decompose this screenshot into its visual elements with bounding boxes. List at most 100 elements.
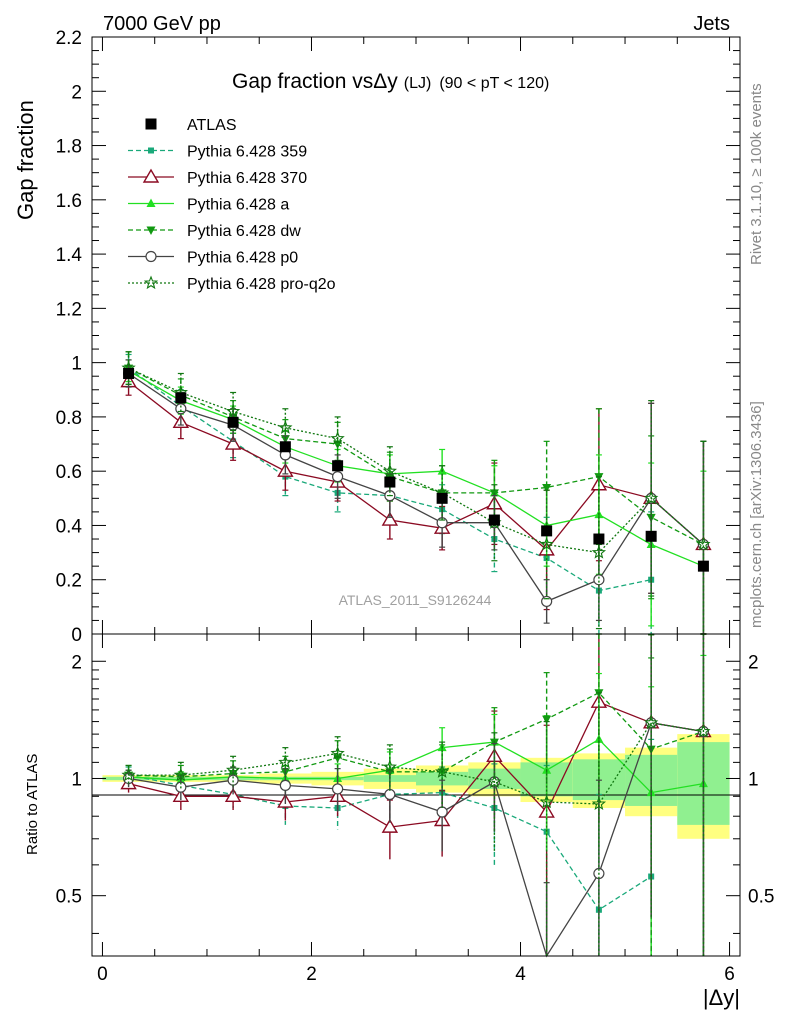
energy-label: 7000 GeV pp [103,13,221,35]
ratio-point [225,762,241,777]
atlas-point [279,441,291,453]
atlas-point [332,460,344,472]
legend-label: Pythia 6.428 370 [187,170,307,187]
ratio-point [330,745,345,760]
atlas-point [436,492,448,504]
main-ylabel: Gap fraction [13,100,38,220]
main-ytick-label: 0.8 [56,408,82,429]
ratio-point [434,764,450,778]
ratio-point [591,796,607,811]
main-ytick-label: 1.4 [56,245,83,266]
data-point [175,403,187,415]
ratio-line [128,691,704,778]
atlas-series [123,367,709,572]
ratio-point [384,788,396,801]
ratio-point [332,783,344,795]
ratio-point [381,818,399,833]
main-series [120,351,712,635]
ratio-point [279,779,291,791]
ratio-ytick-label: 0.5 [56,887,82,908]
ratio-point [644,715,659,729]
ratio-point [542,715,552,725]
legend: ATLAS Pythia 6.428 359 Pythia 6.428 370 Pyt… [128,117,336,293]
ratio-ytick-label-right: 0.5 [748,887,774,908]
atlas-point [227,416,239,428]
watermark: ATLAS_2011_S9126244 [339,592,492,608]
main-title-text: Gap fraction vs [232,70,373,93]
ratio-line [128,701,704,828]
data-point [381,511,399,526]
legend-marker [146,226,156,235]
data-point [542,483,552,493]
atlas-point [541,525,553,537]
data-point [225,403,241,418]
atlas-point [123,367,135,379]
ratio-panel: 0.5 0.5 1 1 2 2 0 2 4 6 Ratio to ATLAS |Δy| [24,633,774,1010]
ratio-point [489,738,499,748]
data-point [593,574,605,586]
main-ytick-label: 1 [71,354,82,375]
atlas-point [697,560,709,572]
atlas-point [593,533,605,545]
atlas-point [384,476,396,488]
legend-marker [146,198,156,207]
jets-label: Jets [693,13,730,35]
data-point [278,420,293,434]
main-ytick-label: 2.2 [56,28,82,49]
ratio-frame [91,633,741,957]
legend-marker [142,168,160,183]
ratio-point [224,787,242,802]
ratio-point [121,767,136,782]
legend-label: Pythia 6.428 p0 [187,250,298,267]
data-point [330,431,345,445]
main-ytick-label: 0.4 [56,516,83,537]
ratio-point [539,794,554,809]
ratio-bands [102,734,730,839]
main-ytick-label: 0.6 [56,462,82,483]
ratio-point [173,767,188,782]
xtick-label: 2 [306,964,317,985]
main-title: Gap fraction vsΔy (LJ) (90 < pT < 120) [232,70,549,93]
ratio-point [437,768,447,777]
data-point [382,463,398,478]
ratio-line [128,722,704,958]
legend-marker [145,118,157,130]
ratio-ticks: 0.5 0.5 1 1 2 2 0 2 4 6 [56,634,774,985]
data-point [591,545,607,559]
series-line [128,367,704,554]
ratio-ytick-label-right: 2 [748,652,759,673]
main-panel: 0 0.2 0.4 0.6 0.8 1 1.2 1.4 1.6 1.8 2 2.2 Gap fract… [13,28,741,646]
data-point [224,435,242,450]
xtick-label: 0 [97,964,108,985]
legend-label: ATLAS [187,117,237,134]
atlas-point [175,392,187,404]
legend-marker [143,275,159,290]
main-ytick-label: 1.6 [56,191,82,212]
series-line [128,372,704,603]
main-ytick-label: 1.8 [56,137,82,158]
data-point [644,490,659,505]
xtick-label: 6 [724,964,735,985]
data-point [332,471,344,483]
legend-label: Pythia 6.428 pro-q2o [187,276,336,293]
data-point [539,536,554,551]
ratio-point [382,759,398,774]
ratio-ytick-label: 1 [71,769,82,790]
rivet-label: Rivet 3.1.10, ≥ 100k events [748,83,765,265]
series-line [128,367,704,546]
legend-marker [148,147,154,154]
ratio-series [120,633,712,958]
ratio-ytick-label-right: 1 [748,769,759,790]
ratio-line [128,738,704,794]
x-axis-label: |Δy| [703,985,740,1010]
ratio-point [696,724,711,738]
ratio-point [487,774,502,788]
main-ticks: 0 0.2 0.4 0.6 0.8 1 1.2 1.4 1.6 1.8 2 2.2 [56,28,740,646]
legend-label: Pythia 6.428 a [187,197,289,214]
main-title-symbol: Δy [373,70,398,93]
data-point [696,536,711,551]
ratio-point [436,806,448,818]
series-line [128,370,704,567]
legend-label: Pythia 6.428 359 [187,144,307,161]
